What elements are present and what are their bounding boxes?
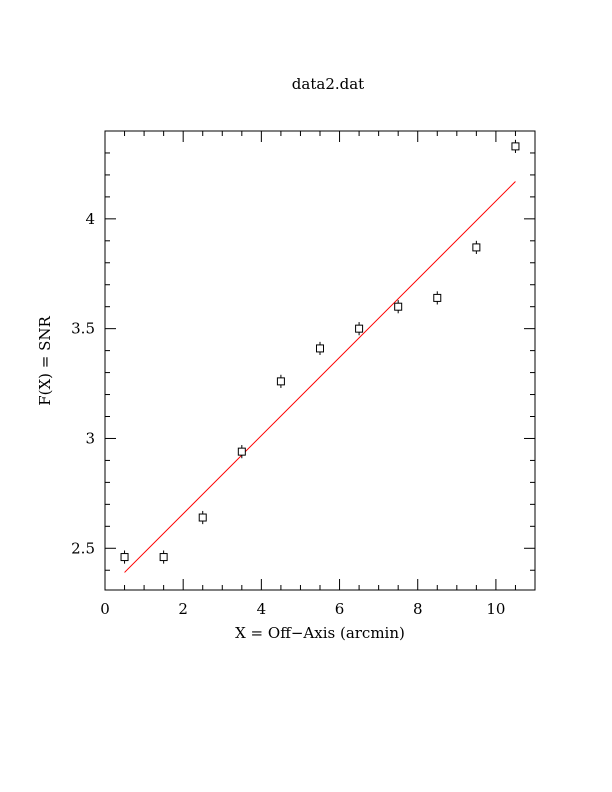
data-point: [394, 300, 403, 314]
chart-title: data2.dat: [292, 75, 364, 93]
x-tick-label: 2: [178, 600, 188, 618]
data-point: [511, 139, 520, 153]
y-tick-label: 4: [85, 210, 95, 228]
axis-ticks: [104, 130, 536, 590]
data-point: [120, 550, 129, 564]
y-axis-label: F(X) = SNR: [36, 316, 54, 406]
axis-tick-labels: 0 2 4 6 8 10 2.5 3 3.5 4: [71, 210, 505, 618]
point-marker: [511, 142, 520, 151]
fit-line: [124, 181, 516, 573]
point-marker: [120, 553, 129, 562]
data-point: [237, 445, 246, 459]
point-marker: [394, 302, 403, 311]
data-point: [159, 550, 168, 564]
data-points-layer: [120, 139, 520, 564]
y-tick-label: 3: [85, 429, 95, 447]
point-marker: [276, 377, 285, 386]
point-marker: [237, 447, 246, 456]
x-tick-label: 6: [335, 600, 345, 618]
data-point: [276, 374, 285, 388]
data-point: [355, 322, 364, 336]
x-tick-label: 4: [257, 600, 267, 618]
data-point: [433, 291, 442, 305]
x-tick-label: 10: [486, 600, 505, 618]
point-marker: [433, 293, 442, 302]
data-point: [198, 510, 207, 525]
x-axis-label: X = Off−Axis (arcmin): [235, 624, 405, 642]
point-marker: [355, 324, 364, 333]
point-marker: [198, 513, 207, 522]
data-point: [472, 240, 481, 254]
point-marker: [316, 344, 324, 353]
point-marker: [472, 243, 481, 252]
point-marker: [159, 553, 168, 562]
y-tick-label: 2.5: [71, 539, 95, 557]
y-tick-label: 3.5: [71, 320, 95, 338]
x-tick-label: 0: [100, 600, 110, 618]
fit-line-layer: [124, 181, 516, 573]
data-point: [316, 341, 324, 356]
x-tick-label: 8: [413, 600, 423, 618]
